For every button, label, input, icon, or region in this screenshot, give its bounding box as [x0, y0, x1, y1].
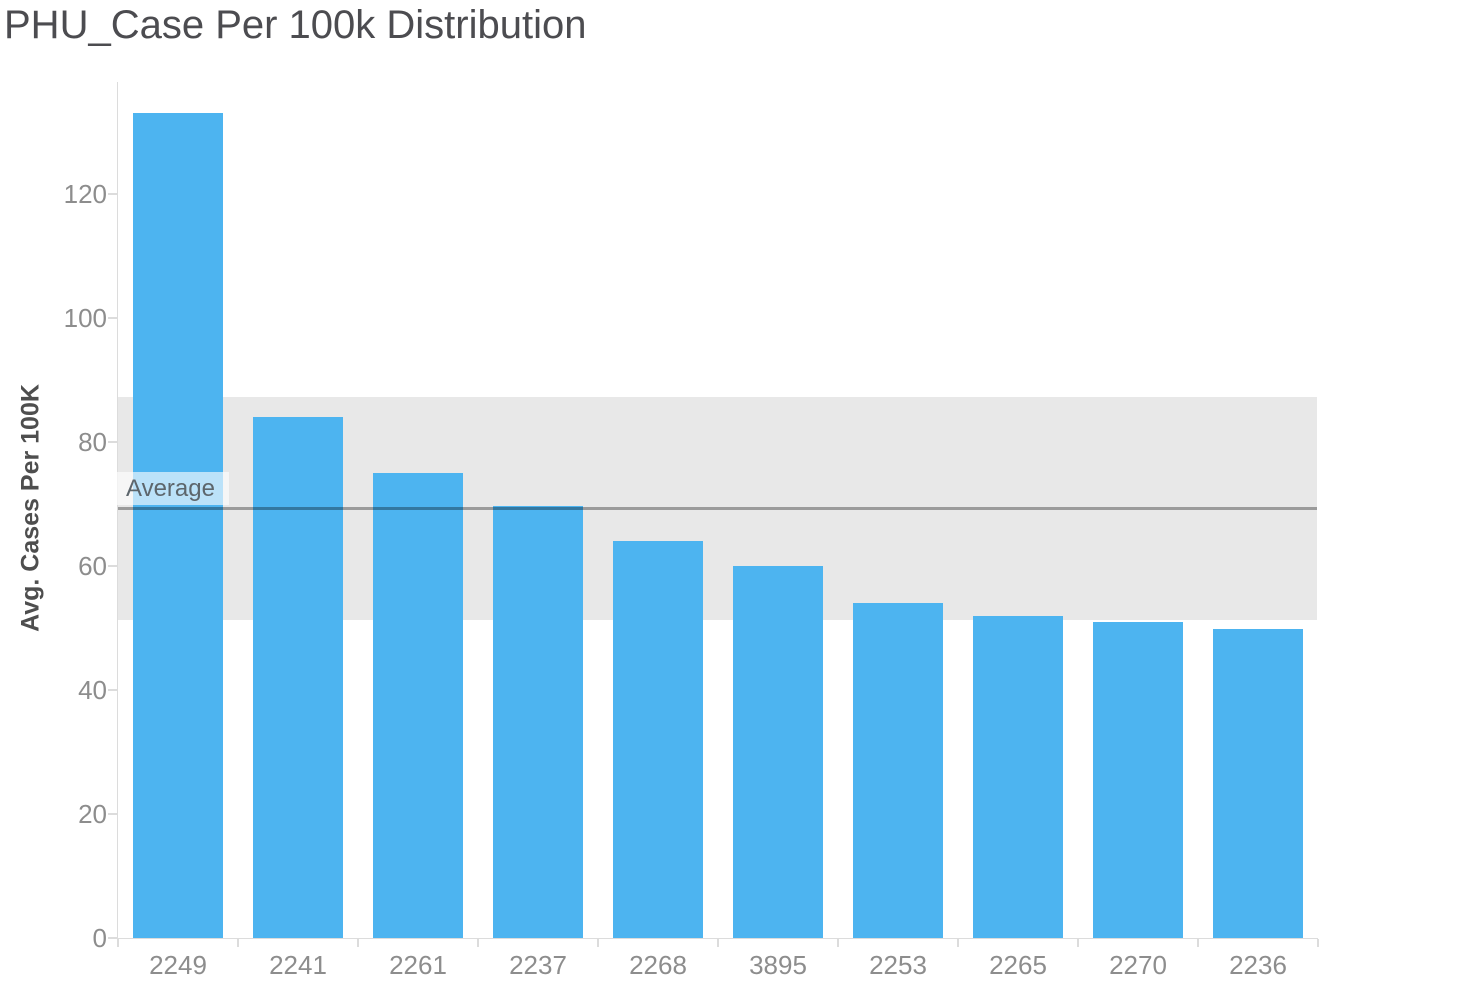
y-tick-mark: [108, 193, 118, 195]
y-tick-label: 120: [63, 179, 107, 209]
average-line-label: Average: [113, 472, 229, 505]
bar-2261[interactable]: [373, 473, 463, 938]
x-tick-mark: [837, 939, 839, 947]
bar-2241[interactable]: [253, 417, 343, 938]
bar-2237[interactable]: [493, 506, 583, 938]
y-tick-mark: [108, 689, 118, 691]
x-axis-label: 2270: [1109, 950, 1167, 980]
bar-2249[interactable]: [133, 113, 223, 938]
y-tick-label: 60: [78, 551, 107, 581]
x-tick-mark: [597, 939, 599, 947]
y-axis-line: [117, 82, 118, 939]
x-tick-mark: [477, 939, 479, 947]
x-axis-label: 3895: [749, 950, 807, 980]
x-axis-label: 2261: [389, 950, 447, 980]
y-tick-label: 80: [78, 427, 107, 457]
chart-title: PHU_Case Per 100k Distribution: [4, 3, 587, 47]
x-tick-mark: [117, 939, 119, 947]
y-tick-mark: [108, 565, 118, 567]
y-tick-label: 20: [78, 799, 107, 829]
x-tick-mark: [1077, 939, 1079, 947]
bar-2270[interactable]: [1093, 621, 1183, 938]
x-axis-label: 2249: [149, 950, 207, 980]
y-tick-mark: [108, 813, 118, 815]
y-tick-mark: [108, 937, 118, 939]
x-axis-line: [118, 938, 1318, 939]
y-tick-mark: [108, 317, 118, 319]
x-axis-label: 2236: [1229, 950, 1287, 980]
y-tick-label: 100: [63, 303, 107, 333]
x-tick-mark: [357, 939, 359, 947]
x-tick-mark: [717, 939, 719, 947]
x-axis-label: 2237: [509, 950, 567, 980]
bar-2253[interactable]: [853, 603, 943, 938]
x-tick-mark: [237, 939, 239, 947]
y-tick-label: 40: [78, 675, 107, 705]
x-axis-label: 2253: [869, 950, 927, 980]
bar-3895[interactable]: [733, 566, 823, 938]
average-line: [118, 507, 1317, 511]
x-tick-mark: [957, 939, 959, 947]
bar-2236[interactable]: [1213, 629, 1303, 938]
x-axis-label: 2268: [629, 950, 687, 980]
bar-2265[interactable]: [973, 615, 1063, 938]
y-tick-mark: [108, 441, 118, 443]
x-tick-mark: [1197, 939, 1199, 947]
x-axis-label: 2265: [989, 950, 1047, 980]
bar-2268[interactable]: [613, 541, 703, 938]
y-tick-label: 0: [92, 923, 107, 953]
y-axis-title: Avg. Cases Per 100K: [16, 384, 45, 632]
x-axis-label: 2241: [269, 950, 327, 980]
x-tick-mark: [1317, 939, 1319, 947]
